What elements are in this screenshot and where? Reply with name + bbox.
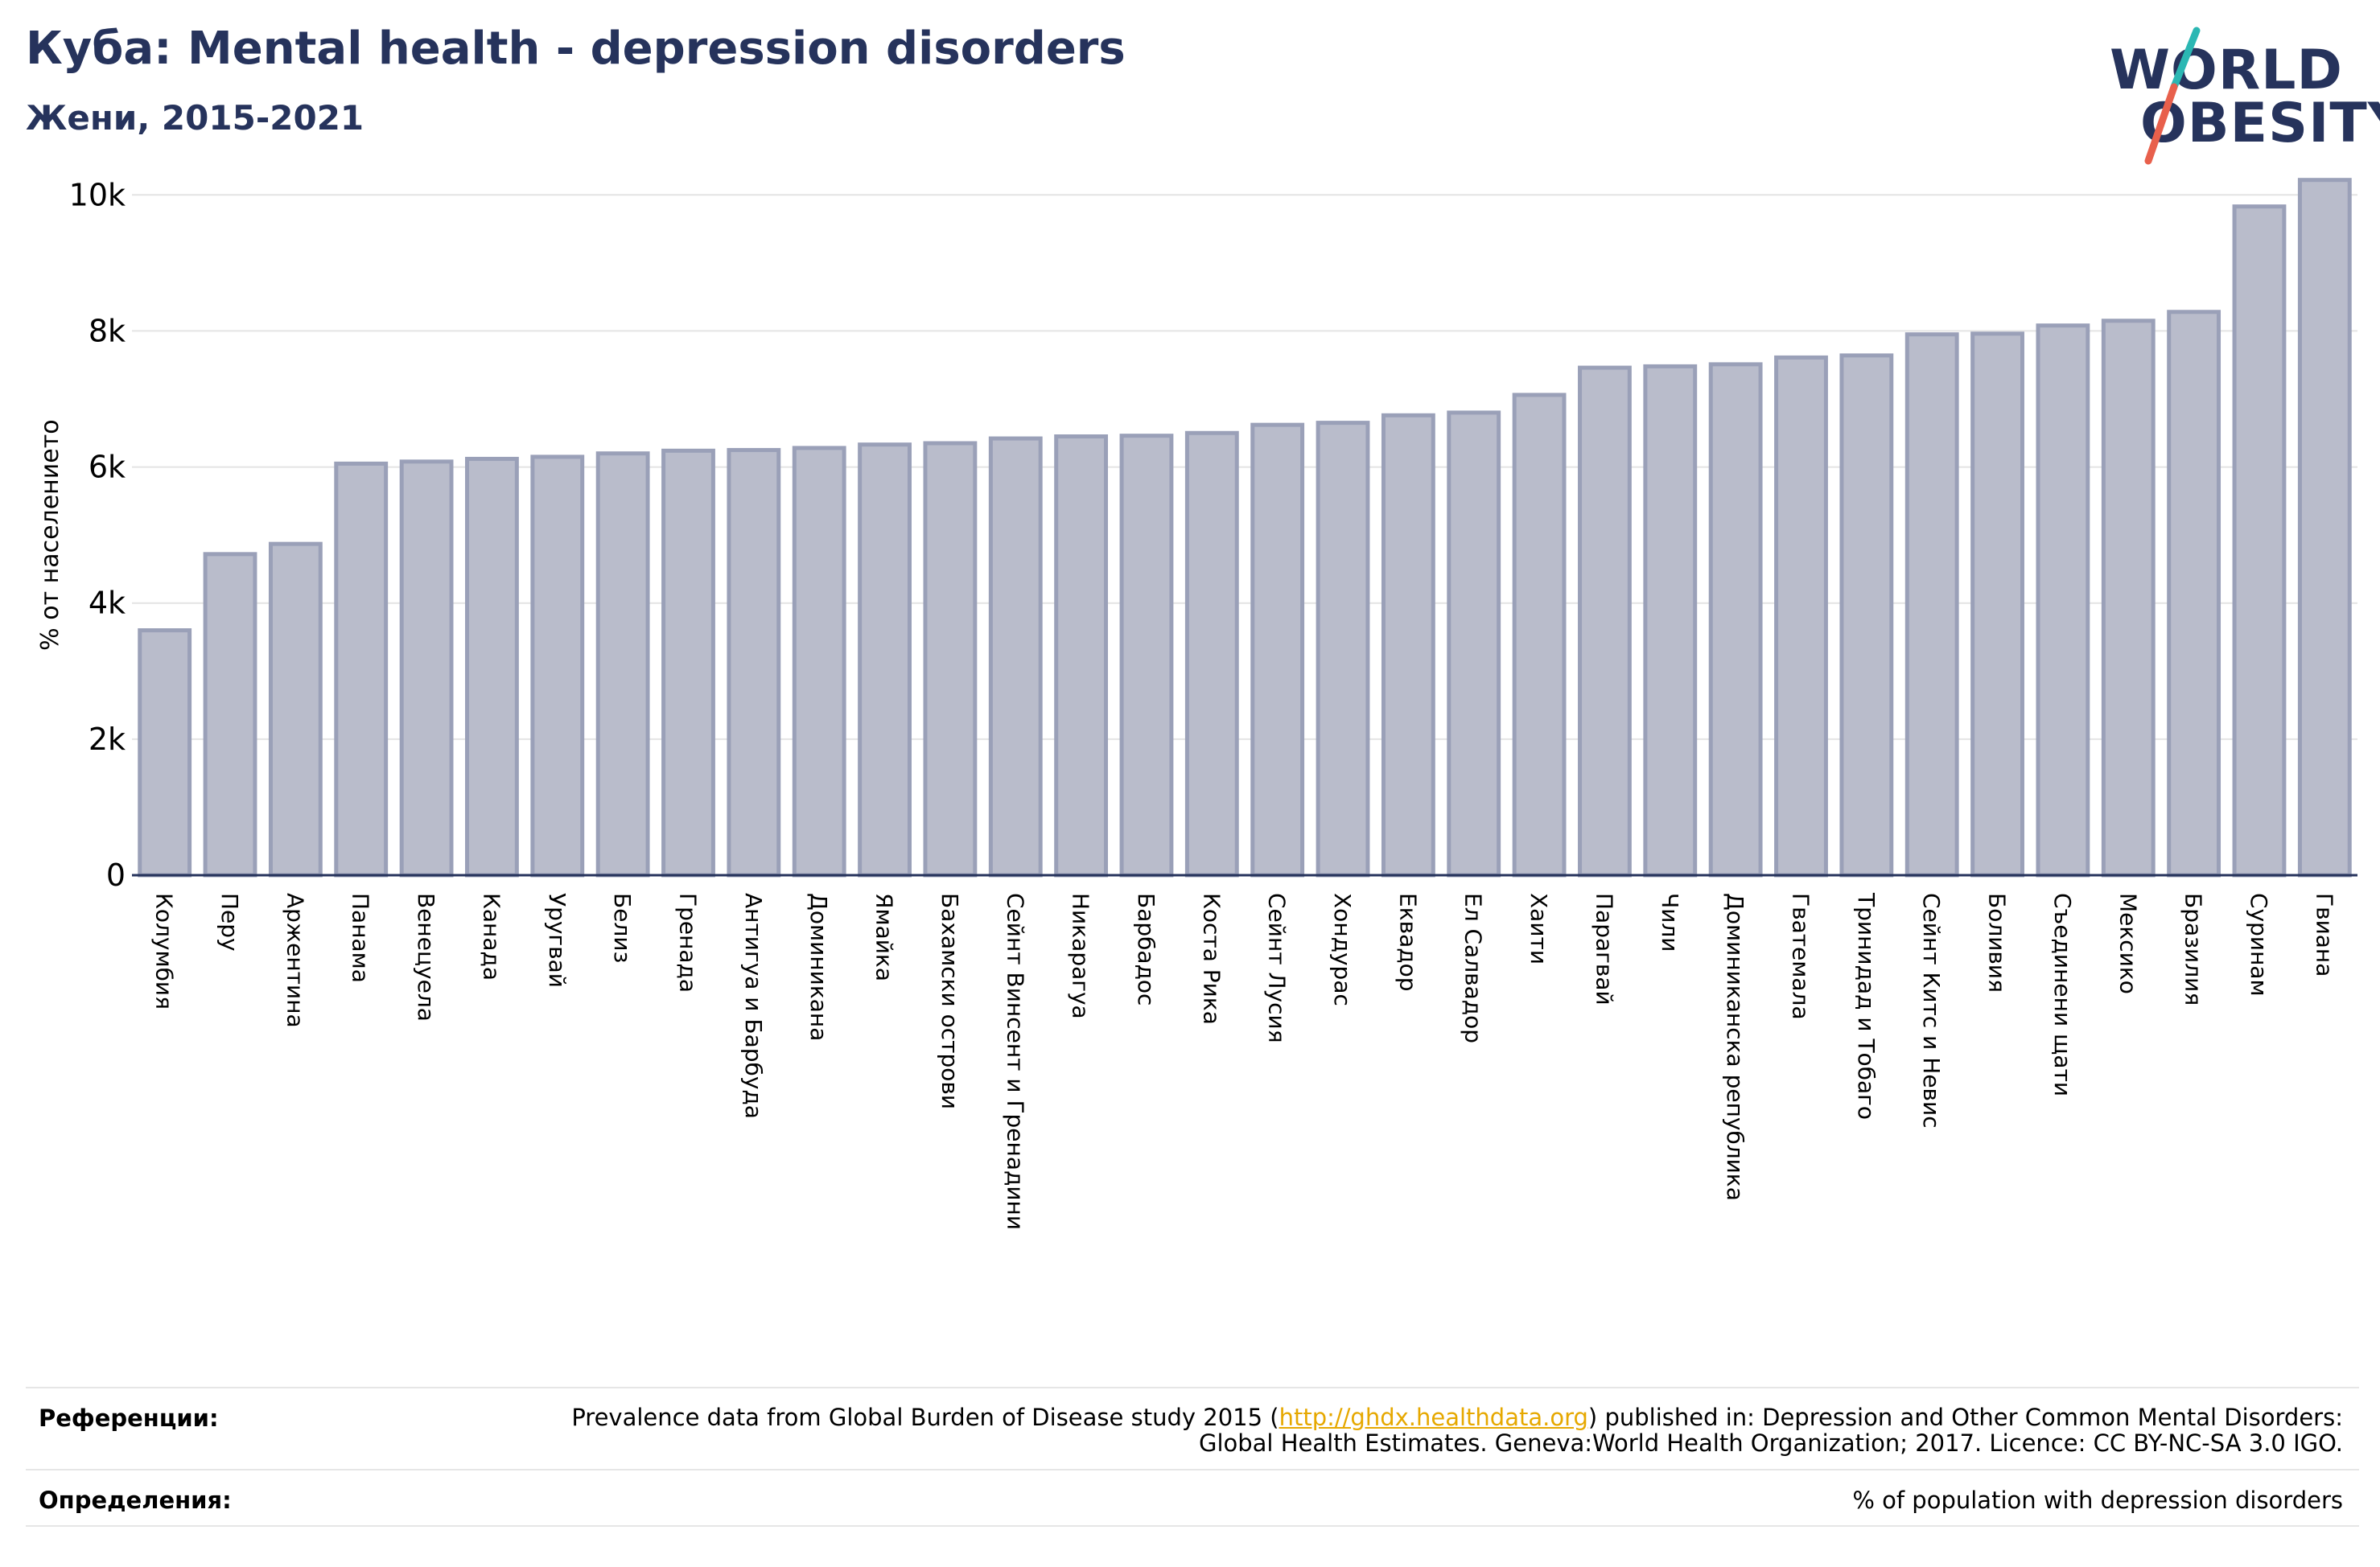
x-tick-label: Гватемала: [1788, 893, 1814, 1020]
bar: [1839, 353, 1894, 878]
bar: [465, 456, 519, 878]
x-tick-label: Аржентина: [282, 893, 308, 1028]
x-tick-label: Сейнт Китс и Невис: [1918, 893, 1945, 1129]
x-tick-label: Парагвай: [1591, 893, 1617, 1006]
bar-chart: 0 2k 4k 6k 8k 10k % от населението Колумбия Перу…: [36, 177, 2357, 1230]
y-tick-label: 4k: [89, 586, 126, 621]
bar: [1512, 393, 1567, 878]
x-tick-label: Сейнт Лусия: [1264, 893, 1291, 1043]
definitions-label: Определения:: [39, 1487, 232, 1514]
bar: [923, 441, 978, 878]
bar: [1250, 422, 1305, 878]
logo-slash-icon: [2144, 27, 2201, 165]
logo-slash-top: [2170, 27, 2201, 91]
bar: [1774, 355, 1828, 878]
bar: [661, 448, 715, 878]
bar: [138, 628, 192, 878]
bar: [792, 446, 846, 878]
footer-divider-middle: [26, 1469, 2359, 1470]
x-tick-label: Гренада: [675, 893, 702, 993]
bar: [1970, 331, 2024, 878]
x-tick-label: Канада: [478, 893, 504, 981]
bar: [1643, 364, 1698, 878]
x-tick-label: Уругвай: [544, 893, 570, 988]
x-tick-label: Доминиканска република: [1722, 893, 1748, 1201]
references-link[interactable]: http://ghdx.healthdata.org: [1279, 1404, 1588, 1431]
bar: [268, 541, 323, 878]
bar: [1447, 410, 1501, 878]
x-tick-label: Колумбия: [151, 893, 178, 1010]
x-tick-label: Бахамски острови: [937, 893, 963, 1109]
bar: [727, 447, 781, 878]
bar: [1578, 365, 1632, 878]
x-tick-label: Еквадор: [1394, 893, 1421, 992]
bar: [2167, 310, 2221, 878]
x-tick-label: Перу: [216, 893, 243, 952]
bar: [334, 461, 389, 878]
x-tick-label: Панама: [348, 893, 374, 983]
x-tick-label: Венецуела: [413, 893, 439, 1022]
bar: [530, 454, 585, 878]
x-tick-label: Бразилия: [2180, 893, 2207, 1006]
y-tick-label: 2k: [89, 722, 126, 757]
x-tick-label: Никарагуа: [1068, 893, 1094, 1019]
x-tick-label: Суринам: [2246, 893, 2272, 997]
y-tick-label: 0: [106, 858, 126, 893]
x-tick-label: Ямайка: [871, 893, 898, 981]
references-text: Prevalence data from Global Burden of Di…: [492, 1405, 2343, 1456]
bar: [2101, 319, 2156, 878]
references-text-after: ) published in: Depression and Other Com…: [1198, 1404, 2343, 1457]
y-tick-label: 6k: [89, 450, 126, 485]
x-tick-label: Сейнт Винсент и Гренадини: [1002, 893, 1028, 1230]
world-obesity-logo: WORLD OBESITY: [2092, 23, 2380, 167]
x-tick-label: Хондурас: [1329, 893, 1356, 1006]
bar: [2036, 323, 2090, 878]
bar: [1708, 362, 1763, 878]
bar: [1054, 434, 1109, 878]
bar: [2232, 204, 2287, 878]
bar: [203, 552, 257, 878]
bar: [988, 436, 1043, 878]
logo-line-1: WORLD: [2110, 39, 2343, 102]
chart-subtitle: Жени, 2015-2021: [26, 98, 364, 138]
bar: [1904, 332, 1959, 878]
x-tick-label: Тринидад и Тобаго: [1853, 892, 1880, 1120]
bar: [1119, 434, 1174, 878]
y-axis-label: % от населението: [36, 419, 64, 650]
definitions-text: % of population with depression disorder…: [1852, 1487, 2343, 1514]
logo-slash-bottom: [2144, 83, 2178, 165]
bar: [1184, 430, 1239, 878]
references-text-before: Prevalence data from Global Burden of Di…: [571, 1404, 1279, 1431]
y-tick-label: 8k: [89, 313, 126, 348]
x-tick-label: Белиз: [609, 893, 636, 963]
references-label: Референции:: [39, 1405, 219, 1432]
x-tick-label: Гвиана: [2311, 893, 2337, 977]
chart-title: Куба: Mental health - depression disorde…: [26, 23, 1126, 75]
x-tick-label: Коста Рика: [1198, 893, 1225, 1025]
bar: [1316, 421, 1370, 878]
bar: [399, 459, 454, 878]
x-tick-label: Ел Салвадор: [1460, 893, 1487, 1043]
x-tick-label: Хаити: [1526, 893, 1552, 964]
x-tick-label: Съединени щати: [2049, 893, 2076, 1096]
footer-divider-bottom: [26, 1525, 2359, 1527]
x-tick-label: Боливия: [1984, 893, 2011, 993]
x-tick-label: Антигуа и Барбуда: [740, 893, 767, 1119]
bar: [858, 442, 912, 878]
footer-divider-top: [26, 1387, 2359, 1388]
logo-line-2: OBESITY: [2140, 92, 2380, 155]
x-tick-label: Барбадос: [1133, 893, 1159, 1006]
y-tick-label: 10k: [69, 177, 126, 212]
bar: [595, 451, 650, 878]
x-tick-label: Доминикана: [805, 893, 832, 1041]
x-tick-label: Мексико: [2114, 893, 2141, 994]
bar: [2297, 178, 2352, 878]
bar: [1381, 413, 1435, 878]
x-tick-label: Чили: [1657, 893, 1683, 952]
